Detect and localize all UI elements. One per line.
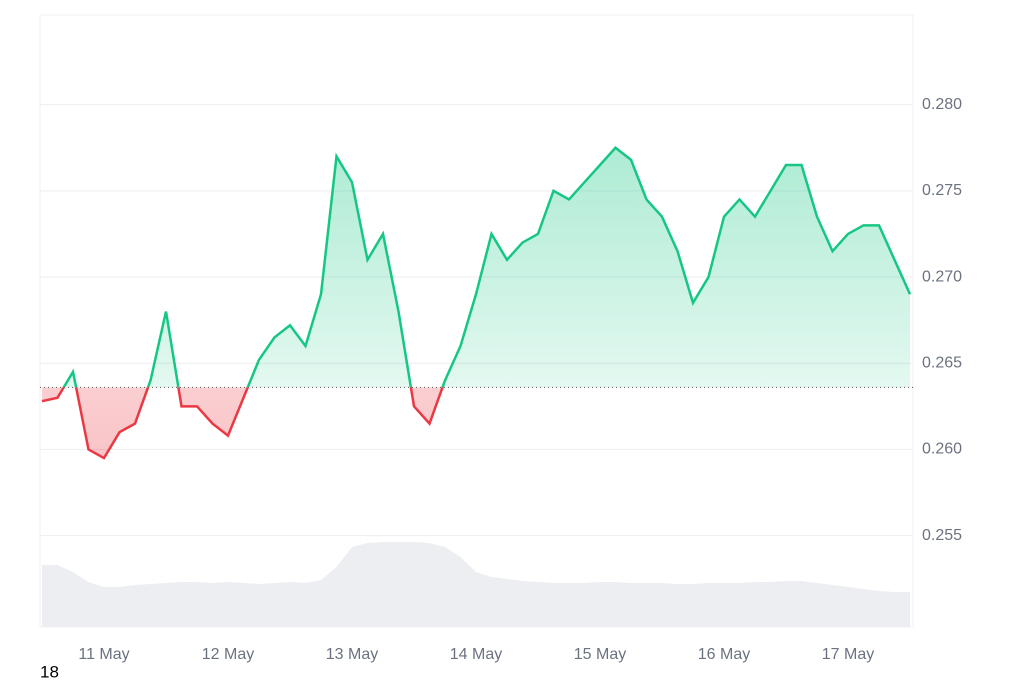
- x-tick-label: 11 May: [78, 646, 129, 663]
- x-tick-label: 15 May: [574, 646, 626, 663]
- price-line-down: [41, 387, 444, 460]
- corner-label: 18: [40, 662, 59, 681]
- x-tick-label: 12 May: [202, 646, 254, 663]
- price-line-up: [62, 146, 912, 388]
- y-tick-label: 0.260: [922, 441, 962, 458]
- x-tick-label: 13 May: [326, 646, 378, 663]
- x-tick-label: 14 May: [450, 646, 502, 663]
- area-above: [63, 147, 910, 388]
- volume-area: [42, 542, 910, 627]
- x-tick-label: 16 May: [698, 646, 750, 663]
- area-below: [42, 387, 910, 459]
- y-tick-label: 0.280: [922, 96, 962, 113]
- y-tick-label: 0.270: [922, 268, 962, 285]
- y-tick-label: 0.265: [922, 354, 962, 371]
- y-tick-label: 0.275: [922, 182, 962, 199]
- y-tick-label: 0.255: [922, 527, 962, 544]
- x-tick-label: 17 May: [822, 646, 874, 663]
